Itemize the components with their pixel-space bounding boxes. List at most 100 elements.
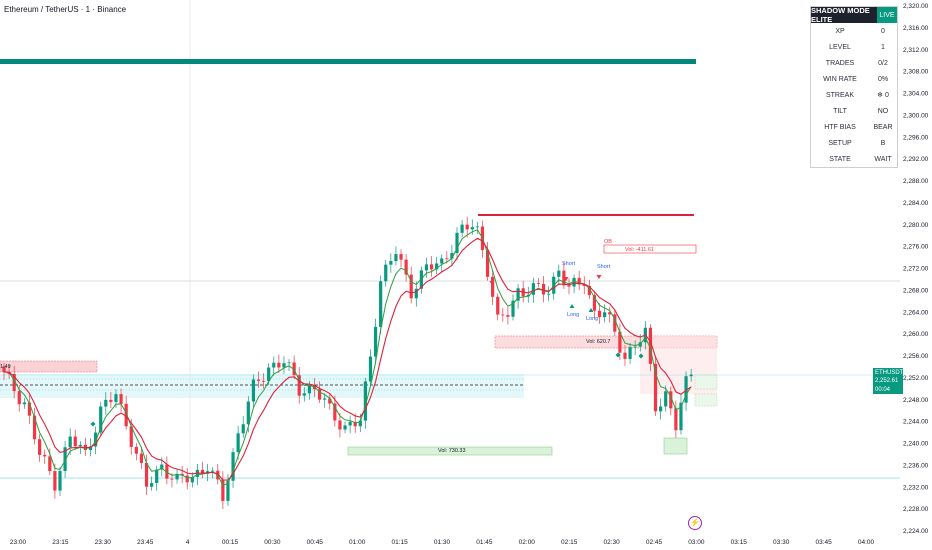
- candles: [2, 216, 693, 510]
- signal-marker: [596, 275, 602, 279]
- row-key: WIN RATE: [823, 75, 857, 83]
- candle: [221, 471, 225, 510]
- x-tick-label: 03:00: [688, 539, 705, 546]
- y-tick-label: 2,244.00: [903, 419, 929, 426]
- candle: [368, 349, 373, 386]
- y-tick-label: 2,268.00: [903, 287, 929, 294]
- signal-marker: [638, 353, 644, 359]
- candle: [516, 284, 520, 309]
- row-key: STREAK: [825, 91, 854, 99]
- y-tick-label: 2,280.00: [903, 222, 929, 229]
- candle: [363, 377, 367, 429]
- live-badge: LIVE: [877, 7, 897, 23]
- row-value: BEAR: [873, 123, 893, 131]
- supply-zone-left: [0, 360, 98, 373]
- candle: [567, 278, 571, 295]
- candle: [623, 345, 627, 367]
- panel-row: WIN RATE 0%: [811, 71, 897, 87]
- time-axis: 23:00 23:15 23:30 23:45 4 00:15 00:30 00:45 01:0…: [10, 539, 875, 546]
- candle: [557, 264, 561, 285]
- candle: [261, 373, 266, 389]
- stats-panel: SHADOW MODE ELITE LIVE XP 0 LEVEL 1 TRADES…: [810, 6, 898, 168]
- candle: [536, 277, 541, 288]
- y-tick-label: 2,252.00: [903, 375, 929, 382]
- x-tick-label: 01:00: [349, 539, 366, 546]
- y-tick-label: 2,288.00: [903, 178, 929, 185]
- candle: [144, 454, 149, 495]
- price-tag-price: 2,252.61: [875, 378, 899, 384]
- y-tick-label: 2,312.00: [903, 47, 929, 54]
- signal-marker: [563, 277, 569, 281]
- x-tick-label: 01:15: [391, 539, 408, 546]
- candle: [404, 253, 408, 282]
- candle: [659, 398, 663, 420]
- annotation-label: Long: [567, 312, 579, 318]
- row-key: STATE: [829, 155, 851, 163]
- candle: [475, 221, 479, 234]
- signal-marker: [615, 352, 621, 358]
- candle: [185, 467, 189, 490]
- tp-box-upper: [694, 374, 718, 390]
- y-tick-label: 2,300.00: [903, 112, 929, 119]
- price-axis: 2,320.00 2,316.00 2,312.00 2,308.00 2,304.00…: [903, 3, 929, 535]
- candle: [272, 356, 276, 376]
- demand-zone: [0, 374, 524, 398]
- candle: [251, 374, 256, 407]
- candle: [38, 434, 42, 462]
- vol-zone-top: [603, 244, 697, 254]
- candle: [348, 415, 352, 434]
- row-value: 0: [881, 27, 885, 35]
- x-tick-label: 23:00: [10, 539, 27, 546]
- candle: [73, 429, 77, 450]
- candle: [134, 443, 138, 461]
- candle: [292, 355, 296, 379]
- candle: [435, 256, 439, 275]
- y-tick-label: 2,264.00: [903, 309, 929, 316]
- panel-row: STATE WAIT: [811, 151, 897, 167]
- candle: [613, 308, 617, 337]
- candle: [43, 449, 47, 464]
- candle: [409, 266, 413, 304]
- candle: [628, 342, 632, 364]
- annotation-label: Long: [586, 316, 598, 322]
- y-tick-label: 2,296.00: [903, 134, 929, 141]
- x-tick-label: 01:30: [434, 539, 451, 546]
- candle: [323, 393, 327, 408]
- candle: [241, 416, 245, 438]
- x-tick-label: 00:45: [307, 539, 324, 546]
- candle: [63, 440, 67, 478]
- candle: [287, 359, 291, 371]
- row-value: 0%: [877, 75, 889, 83]
- x-tick-label: 03:15: [731, 539, 748, 546]
- candle: [399, 249, 403, 268]
- annotation-label: Vol: 730.33: [438, 448, 466, 454]
- vol-zone-bottom: [347, 446, 553, 456]
- moving-average-slow: [3, 237, 692, 481]
- candle: [424, 257, 429, 278]
- candle: [129, 418, 133, 455]
- candle: [653, 356, 658, 416]
- candle: [165, 456, 169, 485]
- candle: [379, 275, 383, 334]
- row-value: B: [880, 139, 886, 147]
- candle: [150, 476, 154, 491]
- signal-annotations: Vol: -411.61 Vol: 620.7 Vol: 730.33 Short Sh…: [0, 239, 654, 454]
- row-key: LEVEL: [829, 43, 851, 51]
- tp-box-lower: [694, 393, 718, 407]
- candle: [109, 392, 113, 409]
- y-tick-label: 2,276.00: [903, 244, 929, 251]
- y-tick-label: 2,260.00: [903, 331, 929, 338]
- teal-level-line: [0, 59, 696, 64]
- candle: [277, 354, 281, 374]
- candle: [53, 463, 57, 499]
- x-tick-label: 23:15: [52, 539, 69, 546]
- candle: [328, 393, 332, 410]
- panel-title: SHADOW MODE ELITE: [811, 6, 877, 24]
- x-tick-label: 00:15: [222, 539, 239, 546]
- y-tick-label: 2,224.00: [903, 528, 929, 535]
- lightning-icon[interactable]: ⚡: [688, 516, 702, 530]
- panel-row: HTF BIAS BEAR: [811, 119, 897, 135]
- candle: [429, 256, 434, 277]
- x-tick-label: 02:00: [519, 539, 536, 546]
